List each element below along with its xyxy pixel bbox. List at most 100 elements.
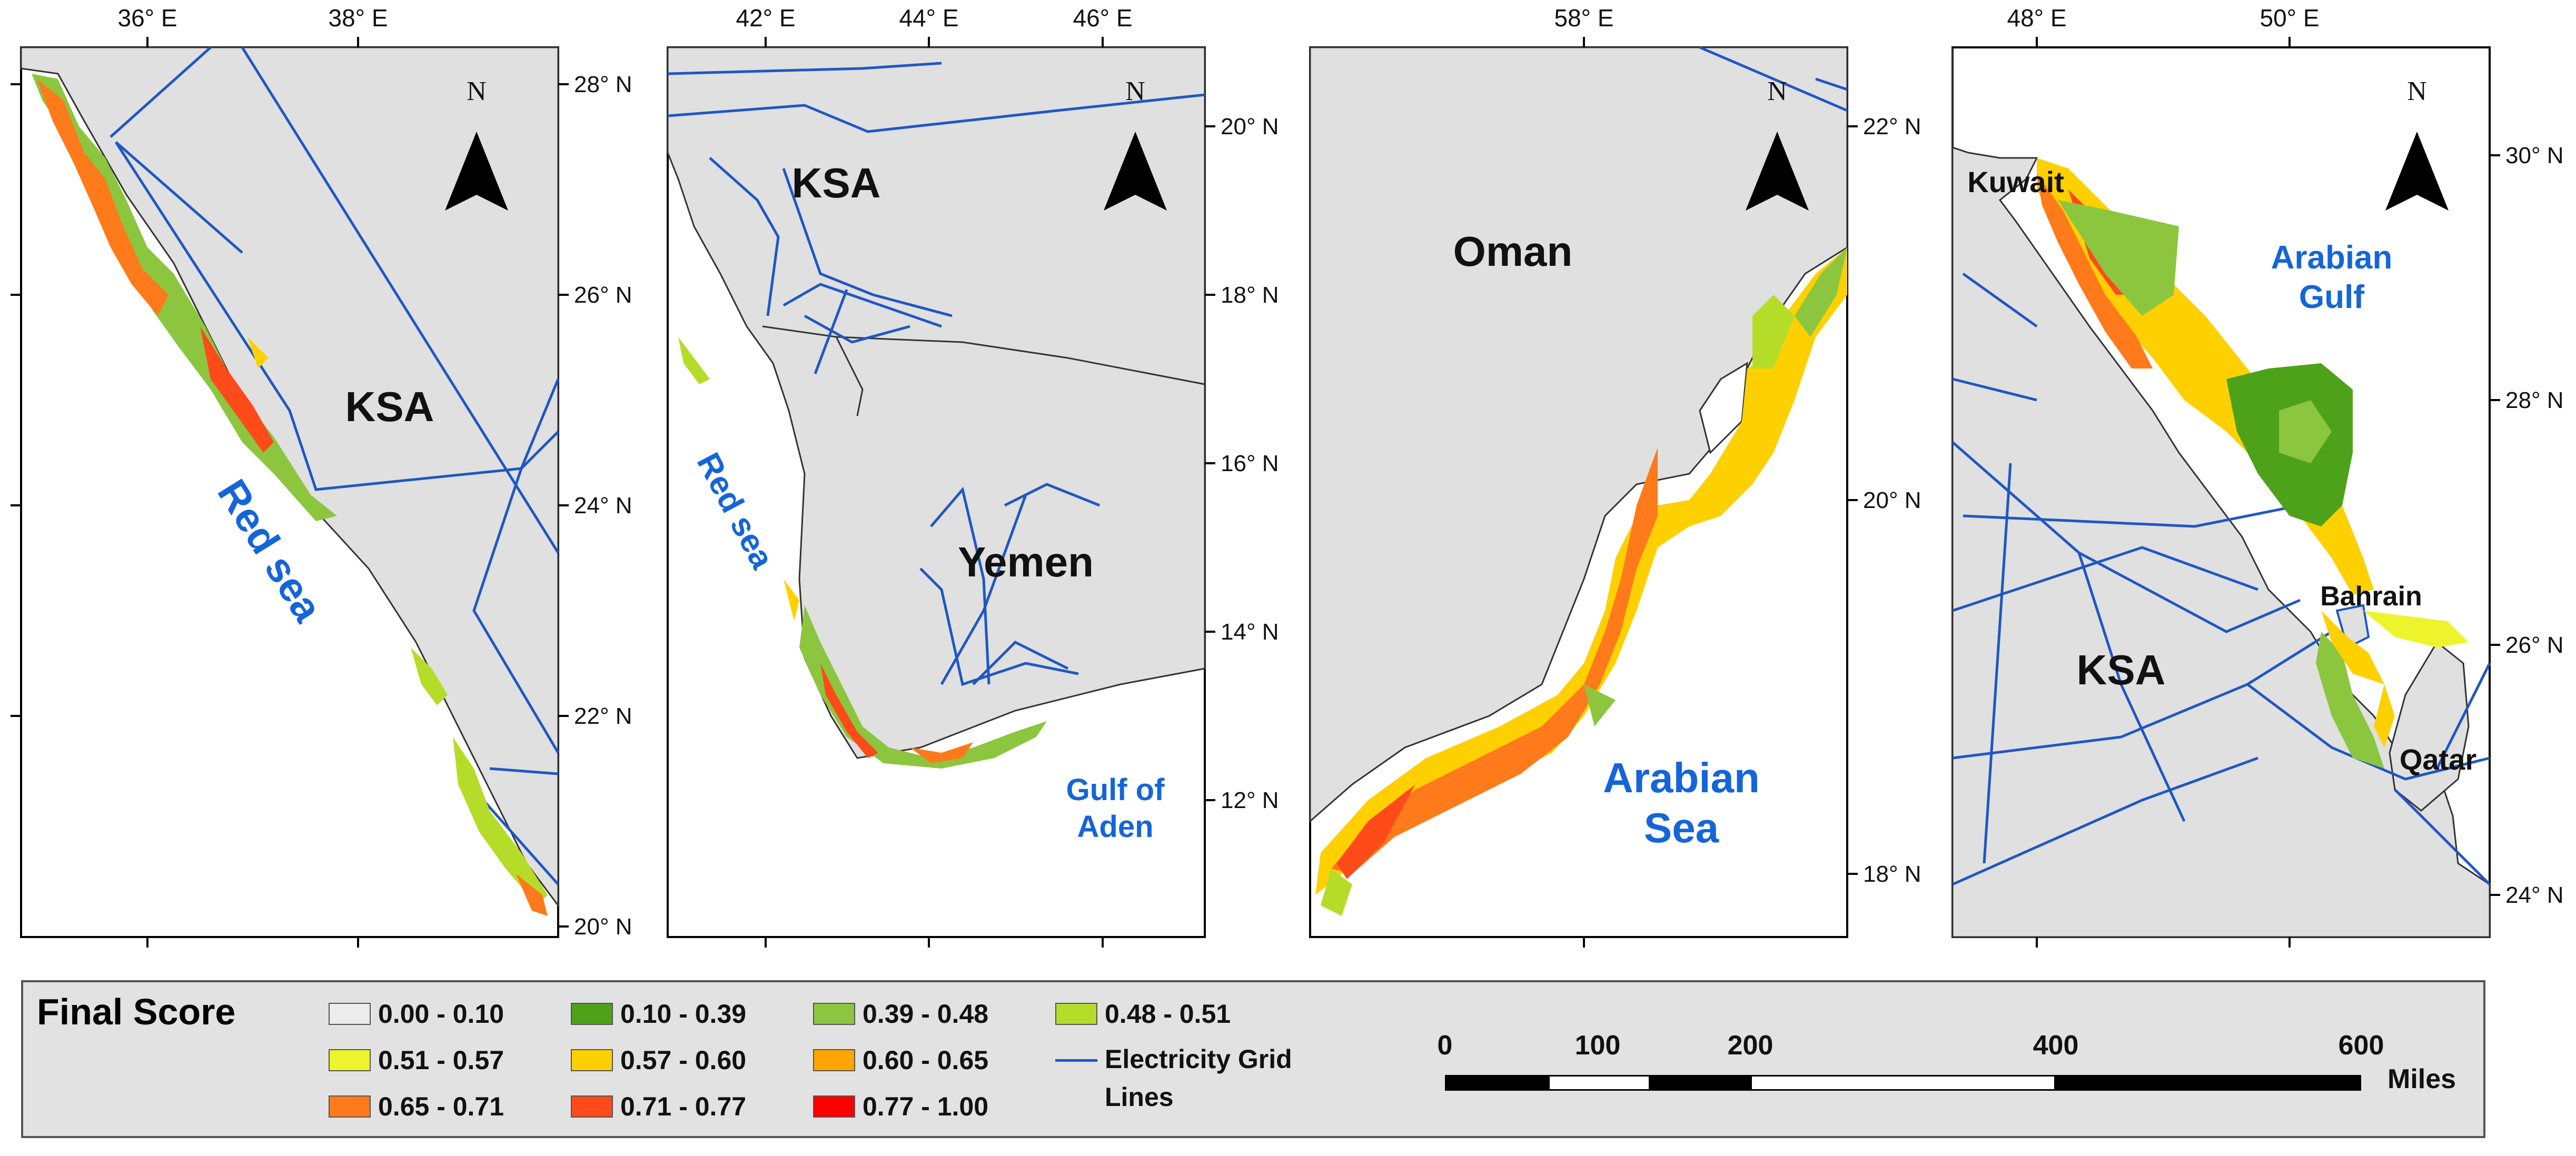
country-label: KSA <box>2077 646 2166 693</box>
legend-item: 0.71 - 0.77 <box>571 1091 746 1122</box>
x-tick-label: 46° E <box>1073 4 1132 32</box>
suitability-coastal-band <box>1315 247 1847 916</box>
y-tick-label: 18° N <box>1221 282 1279 308</box>
legend-swatch <box>571 1003 613 1025</box>
legend-label: Lines <box>1105 1082 1174 1112</box>
electricity-grid-lines <box>110 46 560 885</box>
gulf-label: Gulf <box>2299 279 2364 315</box>
scale-tick-label: 200 <box>1727 1030 1774 1061</box>
scale-tick-label: 600 <box>2338 1030 2384 1061</box>
legend-swatch <box>813 1003 855 1025</box>
legend-item-grid-lines <box>1055 1044 1105 1076</box>
scale-unit-label: Miles <box>2387 1064 2456 1094</box>
scale-segment <box>1650 1075 1750 1091</box>
y-tick-label: 20° N <box>1221 114 1279 139</box>
suitability-coastal-band <box>678 337 1047 769</box>
electricity-grid-lines <box>667 62 1205 686</box>
x-tick-label: 48° E <box>2007 4 2066 32</box>
gulf-label: Aden <box>1077 810 1154 844</box>
legend-label: 0.48 - 0.51 <box>1105 999 1231 1029</box>
legend-item: 0.10 - 0.39 <box>571 998 746 1030</box>
legend-item: 0.60 - 0.65 <box>813 1044 988 1076</box>
map-panel-red-sea-north: 36° E 38° E 28° N 26° N 24° N 22° N 20° … <box>0 0 632 948</box>
land-area <box>20 46 559 908</box>
y-tick-label: 20° N <box>574 914 632 940</box>
y-tick-label: 14° N <box>1221 619 1279 645</box>
legend-label: 0.39 - 0.48 <box>863 999 989 1029</box>
map-panel-arabian-gulf: 48° E 50° E 30° N 28° N 26° N 24° N Kuwa… <box>1931 0 2564 948</box>
gulf-label: Gulf of <box>1066 773 1165 807</box>
scale-segment <box>1548 1075 1650 1091</box>
map-panel-svg: 48° E 50° E 30° N 28° N 26° N 24° N Kuwa… <box>1951 4 2564 948</box>
country-label: Yemen <box>958 539 1094 585</box>
legend-item: 0.65 - 0.71 <box>329 1091 504 1122</box>
y-tick-label: 20° N <box>1863 487 1921 513</box>
legend-label: 0.77 - 1.00 <box>863 1092 989 1121</box>
legend-item: 0.48 - 0.51 <box>1055 998 1231 1030</box>
suitability-coastal-band <box>2037 158 2469 769</box>
legend-swatch <box>329 1095 371 1118</box>
north-arrow-icon: N <box>445 76 508 211</box>
y-tick-label: 26° N <box>2505 632 2564 658</box>
sea-label: Sea <box>1644 804 1719 851</box>
svg-text:N: N <box>1125 76 1145 106</box>
legend-swatch <box>813 1049 855 1071</box>
x-tick-label: 44° E <box>899 4 958 32</box>
country-label: Qatar <box>2400 743 2476 776</box>
y-tick-label: 24° N <box>2505 882 2564 908</box>
y-tick-label: 28° N <box>574 72 632 97</box>
legend-item: 0.39 - 0.48 <box>813 998 988 1030</box>
scale-segment <box>2056 1075 2361 1091</box>
y-tick-label: 18° N <box>1863 861 1921 887</box>
svg-text:N: N <box>1767 76 1787 106</box>
legend-swatch <box>571 1095 613 1118</box>
scale-tick-label: 100 <box>1574 1030 1621 1061</box>
axis-ticks <box>765 37 1215 948</box>
north-arrow-icon: N <box>1746 76 1809 211</box>
legend-label: 0.60 - 0.65 <box>863 1045 989 1075</box>
country-label: Bahrain <box>2320 581 2422 612</box>
legend-swatch <box>1055 1003 1097 1025</box>
scale-segment <box>1750 1075 2056 1091</box>
svg-text:N: N <box>2407 76 2427 106</box>
y-tick-label: 22° N <box>1863 114 1921 139</box>
axis-ticks <box>1583 37 1858 948</box>
y-tick-label: 12° N <box>1221 788 1279 813</box>
suitability-coastal-band <box>32 74 548 916</box>
map-panel-svg: 36° E 38° E 28° N 26° N 24° N 22° N 20° … <box>11 4 632 948</box>
x-tick-label: 50° E <box>2260 4 2319 32</box>
legend-swatch <box>571 1049 613 1071</box>
x-tick-label: 42° E <box>736 4 795 32</box>
country-label: Kuwait <box>1967 165 2064 198</box>
y-tick-label: 24° N <box>574 493 632 519</box>
scale-tick-label: 400 <box>2033 1030 2079 1061</box>
map-panel-red-sea-south: 42° E 44° E 46° E 20° N 18° N 16° N 14° … <box>647 0 1279 948</box>
country-border <box>762 325 1205 385</box>
legend-label: 0.57 - 0.60 <box>620 1045 747 1075</box>
country-label: KSA <box>345 383 434 430</box>
scale-tick-label: 0 <box>1437 1030 1453 1061</box>
axis-ticks <box>11 37 569 948</box>
electricity-grid-lines <box>1699 46 1848 112</box>
legend-label: 0.00 - 0.10 <box>378 999 504 1029</box>
country-label: KSA <box>792 160 881 206</box>
country-label: Oman <box>1453 228 1573 275</box>
north-arrow-icon: N <box>1104 76 1167 211</box>
legend-swatch <box>329 1003 371 1025</box>
legend: Final Score 0.00 - 0.10 0.10 - 0.39 0.39… <box>21 980 2485 1138</box>
legend-item: 0.00 - 0.10 <box>329 998 504 1030</box>
legend-label: Electricity Grid <box>1105 1044 1292 1074</box>
x-tick-label: 38° E <box>328 4 388 32</box>
island <box>1699 362 1748 454</box>
svg-text:N: N <box>467 76 487 106</box>
north-arrow-icon: N <box>2385 76 2449 211</box>
legend-label: 0.71 - 0.77 <box>620 1092 747 1121</box>
scale-segment <box>1445 1075 1548 1091</box>
legend-title: Final Score <box>37 991 236 1032</box>
legend-swatch <box>813 1095 855 1118</box>
country-border <box>835 336 864 416</box>
legend-label: 0.10 - 0.39 <box>620 999 747 1029</box>
y-tick-label: 28° N <box>2505 387 2564 413</box>
y-tick-label: 16° N <box>1221 451 1279 476</box>
legend-swatch <box>329 1049 371 1071</box>
